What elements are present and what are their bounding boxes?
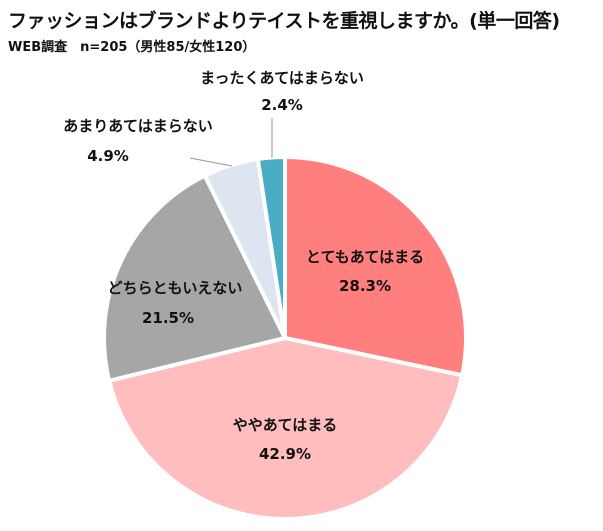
pie-slice bbox=[283, 154, 468, 378]
slice-value-label: 21.5% bbox=[142, 309, 194, 327]
slice-value-label: 2.4% bbox=[261, 96, 303, 114]
slice-value-label: 28.3% bbox=[339, 277, 391, 295]
slice-value-label: 4.9% bbox=[87, 147, 129, 165]
chart-title: ファッションはブランドよりテイストを重視しますか。(単一回答) bbox=[8, 10, 560, 32]
slice-value-label: 42.9% bbox=[259, 445, 311, 463]
leader-line bbox=[189, 157, 233, 167]
slice-label: とてもあてはまる bbox=[306, 248, 424, 266]
pie-slice bbox=[106, 335, 465, 521]
pie-slice bbox=[102, 173, 288, 384]
chart-subtitle: WEB調査 n=205（男性85/女性120） bbox=[8, 40, 256, 55]
slice-label: あまりあてはまらない bbox=[63, 117, 212, 135]
pie-slice bbox=[255, 154, 287, 339]
slice-label: ややあてはまる bbox=[233, 416, 337, 434]
slice-label: まったくあてはまらない bbox=[200, 69, 364, 87]
slice-label: どちらともいえない bbox=[108, 279, 243, 297]
